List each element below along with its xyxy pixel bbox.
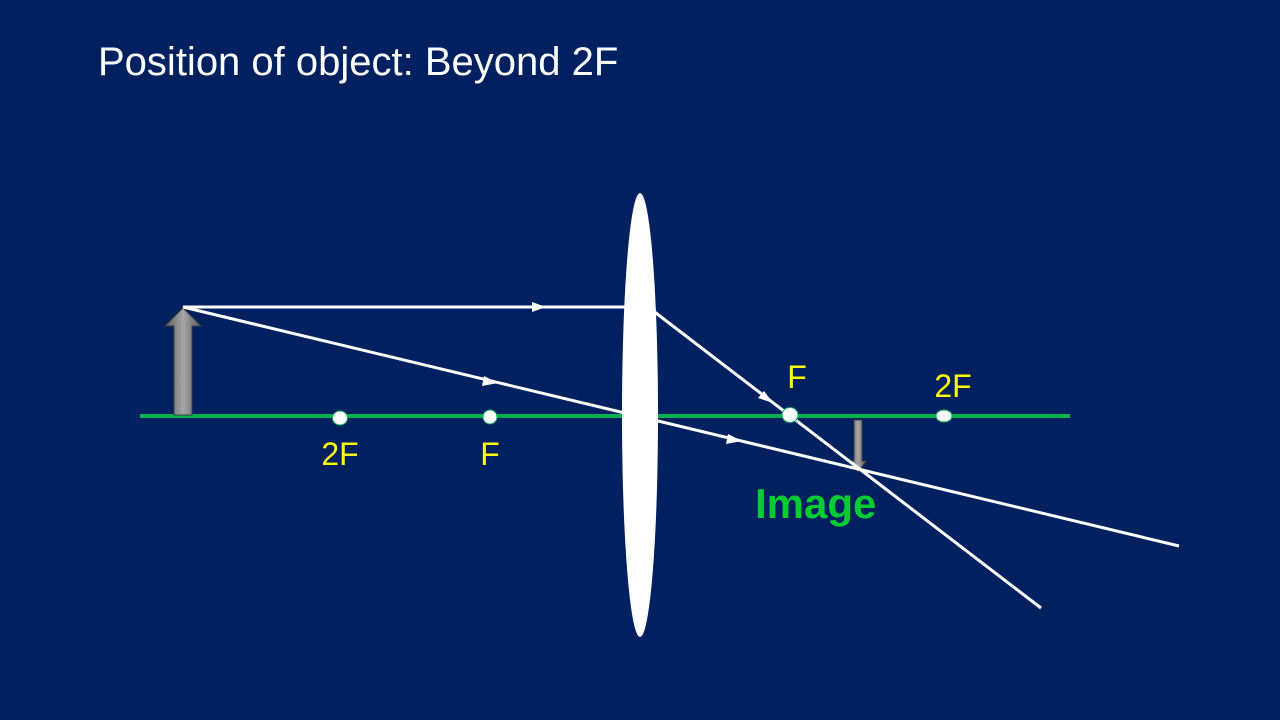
label-left-2f: 2F	[321, 436, 358, 472]
image-arrow	[849, 419, 867, 473]
left-2f-point	[332, 410, 348, 426]
ray-refracted-arrowhead	[758, 391, 773, 403]
right-2f-point	[935, 409, 953, 423]
ray-center-arrowhead-2	[726, 434, 742, 444]
left-f-point	[482, 409, 498, 425]
object-arrow	[163, 307, 203, 416]
label-right-f: F	[787, 359, 807, 395]
label-right-2f: 2F	[934, 368, 971, 404]
slide-title: Position of object: Beyond 2F	[98, 40, 619, 84]
ray-center	[182, 305, 1180, 548]
convex-lens	[622, 193, 658, 637]
ray-center-arrowhead-1	[482, 376, 498, 386]
ray-parallel-arrowhead	[532, 302, 546, 312]
label-left-f: F	[480, 436, 500, 472]
ray-refracted	[651, 308, 1042, 610]
image-label: Image	[755, 480, 876, 527]
right-f-point	[781, 407, 799, 423]
